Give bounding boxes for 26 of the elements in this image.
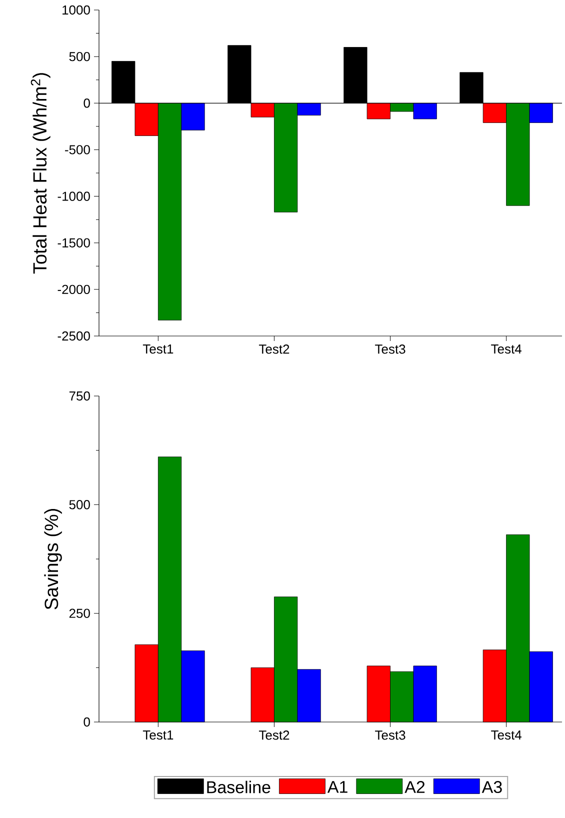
x-tick-label: Test1 <box>142 730 174 740</box>
x-tick-label: Test4 <box>491 730 522 740</box>
legend-label: A3 <box>482 781 502 794</box>
y-tick-label: 500 <box>69 52 90 62</box>
y-axis-title: Savings (%) <box>44 509 62 610</box>
y-tick-label: -2500 <box>58 331 90 341</box>
y-tick-label: 500 <box>69 500 90 510</box>
y-tick-label: 250 <box>69 608 90 618</box>
y-tick-label: 0 <box>84 717 90 727</box>
y-tick-label: 1000 <box>62 5 90 15</box>
x-tick-label: Test3 <box>375 730 406 740</box>
legend-label: A1 <box>327 781 348 793</box>
x-tick-label: Test2 <box>258 344 290 354</box>
legend-label: A2 <box>404 781 425 793</box>
y-tick-label: -500 <box>65 145 90 154</box>
y-tick-label: 750 <box>69 391 90 401</box>
x-tick-label: Test3 <box>375 344 406 354</box>
y-tick-label: -1000 <box>58 192 90 201</box>
y-tick-label: 0 <box>84 98 90 108</box>
y-axis-title: Total Heat Flux (Wh/m$^{2}$) <box>30 73 50 274</box>
y-tick-label: -2000 <box>58 284 90 294</box>
legend-label: Baseline <box>207 780 270 794</box>
y-tick-label: -1500 <box>58 238 90 248</box>
x-tick-label: Test2 <box>258 730 290 740</box>
x-tick-label: Test4 <box>491 344 522 354</box>
x-tick-label: Test1 <box>142 344 174 354</box>
